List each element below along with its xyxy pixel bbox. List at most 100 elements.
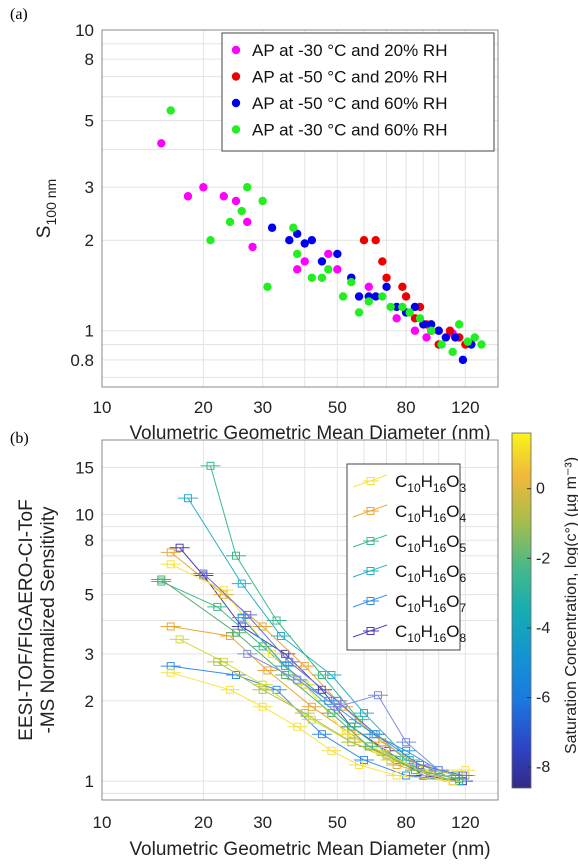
x-tick-label-a: 50 (328, 398, 347, 417)
data-marker-b (364, 742, 373, 751)
data-marker-b (341, 730, 350, 739)
data-marker-b (317, 670, 326, 679)
data-point-a-s0 (199, 183, 208, 192)
data-point-a-s3 (347, 278, 356, 287)
formula-subscript: 16 (433, 571, 447, 585)
formula-subscript: 10 (407, 571, 421, 585)
y-axis-label-b-line2: -MS Normalized Sensitivity (38, 506, 59, 733)
data-point-a-s3 (307, 273, 317, 282)
formula-subscript: 16 (433, 601, 447, 615)
data-marker-b (166, 622, 175, 631)
data-point-a-s2 (285, 236, 294, 245)
data-marker-b (231, 551, 240, 560)
y-tick-label-b: 8 (85, 531, 94, 550)
data-point-a-s2 (267, 223, 277, 232)
data-marker-b (427, 771, 436, 780)
data-point-a-s1 (401, 292, 411, 301)
colorbar-tick-label: 0 (536, 481, 545, 498)
data-marker-b (226, 685, 235, 694)
colorbar-tick-label: -6 (536, 690, 550, 707)
formula-element: H (421, 592, 433, 611)
formula-element: H (421, 502, 433, 521)
data-point-a-s1 (378, 257, 387, 266)
y-tick-label-a: 1 (85, 322, 94, 341)
data-marker-b (317, 685, 326, 694)
legend-marker-b (366, 507, 375, 515)
data-marker-b (434, 766, 443, 775)
formula-element: H (421, 532, 433, 551)
data-point-a-s0 (157, 139, 166, 148)
formula-subscript: 16 (433, 631, 447, 645)
data-marker-b (258, 622, 267, 631)
data-marker-b (276, 632, 285, 641)
data-marker-b (300, 709, 309, 718)
data-point-a-s3 (293, 249, 302, 259)
formula-subscript: 6 (460, 571, 467, 585)
y-tick-label-a: 0.8 (70, 351, 94, 370)
data-point-a-s2 (441, 333, 451, 342)
data-marker-b (300, 662, 309, 671)
y-tick-label-a: 3 (85, 178, 94, 197)
data-marker-b (237, 622, 246, 631)
data-marker-b (360, 756, 369, 765)
data-point-a-s0 (231, 196, 241, 206)
legend-label-b: C10H16O3 (395, 472, 467, 495)
formula-subscript: 4 (460, 511, 467, 525)
data-point-a-s3 (463, 337, 472, 346)
data-point-a-s0 (293, 265, 302, 274)
data-point-a-s3 (354, 308, 364, 317)
data-marker-b (166, 668, 175, 677)
data-point-a-s3 (206, 236, 215, 245)
data-marker-b (213, 602, 222, 611)
data-marker-b (386, 756, 395, 765)
x-tick-label-b: 10 (93, 813, 112, 832)
formula-element: O (446, 622, 459, 641)
data-point-a-s2 (354, 292, 364, 301)
data-marker-b (175, 635, 184, 644)
data-point-a-s3 (237, 206, 246, 216)
data-marker-b (369, 730, 378, 739)
data-marker-b (461, 766, 470, 775)
formula-element: O (446, 592, 459, 611)
data-marker-b (258, 685, 267, 694)
data-marker-b (416, 760, 425, 769)
y-tick-label-a: 5 (85, 112, 94, 131)
data-point-a-s1 (445, 326, 455, 335)
y-tick-label-b: 1 (85, 772, 94, 791)
data-point-a-s3 (405, 308, 414, 317)
x-tick-label-b: 20 (194, 813, 213, 832)
data-point-a-s0 (410, 326, 420, 335)
data-point-a-s3 (448, 347, 457, 357)
formula-subscript: 10 (407, 481, 421, 495)
chart-a: 10 20 30 50 80 120 0.8 1 2 3 5 8 10 Volumetric Geomet… (34, 21, 499, 440)
legend-b (346, 463, 461, 651)
formula-element: O (446, 532, 459, 551)
legend-label-b: C10H16O4 (395, 502, 467, 525)
data-point-a-s2 (293, 229, 302, 239)
data-point-a-s3 (338, 292, 348, 301)
formula-element: C (395, 532, 407, 551)
legend-label-a: AP at -50 °C and 60% RH (252, 94, 447, 113)
formula-subscript: 10 (407, 511, 421, 525)
data-point-a-s0 (324, 249, 333, 259)
data-marker-b (281, 662, 290, 671)
legend-label-b: C10H16O5 (395, 532, 467, 555)
x-tick-label-b: 50 (328, 813, 347, 832)
data-point-a-s2 (434, 326, 443, 335)
data-marker-b (243, 610, 252, 619)
formula-subscript: 16 (433, 511, 447, 525)
data-marker-b (360, 709, 369, 718)
y-axis-label-a: S100 nm (34, 179, 59, 238)
data-marker-b (258, 680, 267, 689)
formula-element: H (421, 472, 433, 491)
data-marker-b (293, 675, 302, 684)
x-tick-label-a: 20 (194, 398, 213, 417)
data-point-a-s0 (300, 257, 309, 266)
data-point-a-s3 (317, 273, 327, 282)
x-tick-label-b: 120 (451, 813, 479, 832)
legend-marker-b (366, 627, 375, 635)
data-marker-b (458, 771, 467, 780)
data-marker-b (402, 746, 411, 755)
